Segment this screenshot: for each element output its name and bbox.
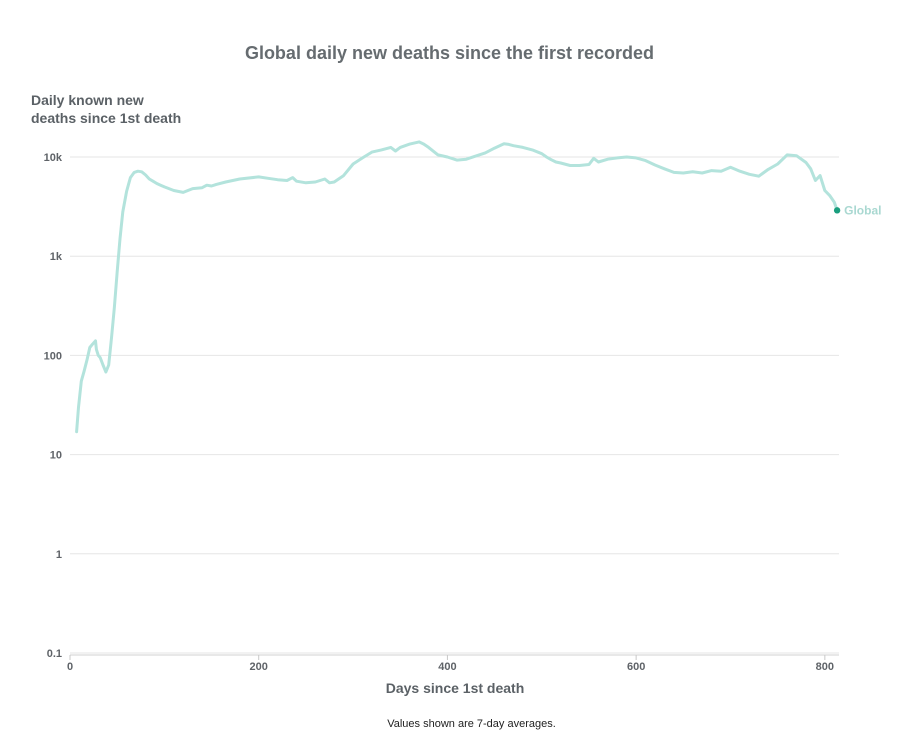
y-tick-label: 1 bbox=[56, 549, 62, 561]
x-tick-label: 200 bbox=[250, 661, 268, 673]
gridlines bbox=[70, 156, 839, 654]
y-tick-label: 0.1 bbox=[47, 648, 62, 660]
series-line-global bbox=[75, 140, 839, 434]
x-tick-label: 600 bbox=[627, 661, 645, 673]
y-axis-ticks: 0.1 1 10 100 1k 10k bbox=[44, 152, 63, 660]
series-end-marker bbox=[833, 207, 841, 214]
chart-title: Global daily new deaths since the first … bbox=[244, 43, 655, 63]
x-tick-label: 400 bbox=[438, 661, 456, 673]
x-axis: 0 200 400 600 800 bbox=[67, 654, 839, 673]
footnote: Values shown are 7-day averages. bbox=[387, 718, 556, 730]
x-axis-label: Days since 1st death bbox=[385, 680, 525, 696]
y-tick-label: 100 bbox=[44, 350, 62, 362]
series-layer: Global bbox=[75, 140, 881, 434]
x-tick-label: 800 bbox=[816, 661, 834, 673]
x-tick-label: 0 bbox=[67, 661, 73, 673]
y-tick-label: 1k bbox=[50, 251, 63, 263]
series-label: Global bbox=[844, 203, 881, 217]
y-tick-label: 10k bbox=[44, 152, 63, 164]
y-tick-label: 10 bbox=[50, 450, 62, 462]
y-axis-label: Daily known new deaths since 1st death bbox=[31, 92, 182, 126]
